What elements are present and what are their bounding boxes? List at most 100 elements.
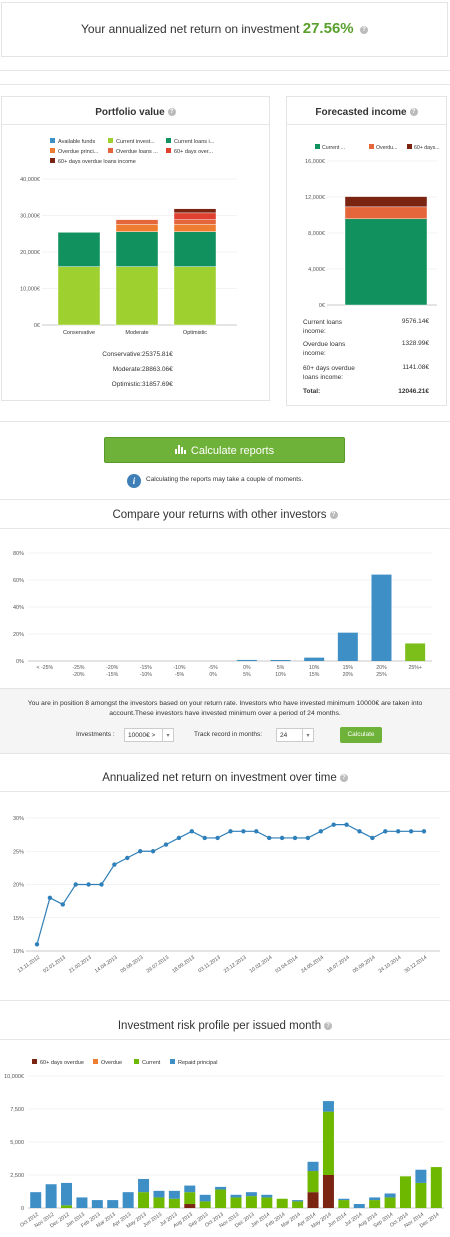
portfolio-card: Portfolio value? Available funds Current … — [1, 96, 270, 401]
bar-segment — [173, 208, 217, 214]
header-value: 27.56% — [302, 20, 354, 37]
x-tick-label: 23.12.2013 — [223, 955, 248, 975]
portfolio-chart: Available funds Current invest... Current … — [20, 138, 237, 336]
help-icon[interactable]: ? — [359, 25, 368, 34]
legend-swatch — [166, 138, 171, 143]
data-point — [215, 835, 220, 841]
calculate-button[interactable]: Calculate — [340, 727, 382, 743]
legend-swatch — [407, 144, 412, 149]
bar — [270, 660, 291, 661]
x-tick-label: 30.12.2014 — [403, 955, 428, 975]
data-point — [189, 829, 194, 834]
legend-swatch — [108, 138, 113, 143]
help-icon[interactable]: ? — [409, 108, 418, 117]
divider — [0, 421, 450, 422]
bar-segment — [307, 1192, 319, 1208]
y-tick-label: 20% — [13, 883, 24, 889]
summary-label: Conservative: — [102, 351, 142, 358]
x-tick-label: 03.04.2014 — [274, 955, 299, 975]
data-point — [228, 829, 233, 834]
divider — [0, 528, 450, 529]
forecast-total-label: Total: — [303, 388, 321, 395]
bar-segment — [91, 1200, 103, 1208]
summary-label: Moderate: — [112, 366, 142, 373]
x-tick-label: -20% — [106, 665, 118, 671]
legend-swatch — [93, 1059, 98, 1064]
legend-swatch — [108, 148, 113, 153]
x-tick-label: 24.10.2014 — [378, 955, 403, 975]
forecast-row-value: 1328.99€ — [401, 340, 429, 347]
legend-swatch — [32, 1059, 37, 1064]
legend-label: 60+ days... — [414, 145, 440, 151]
data-point — [34, 942, 40, 947]
y-tick-label: 10% — [13, 949, 24, 955]
data-point — [396, 829, 401, 834]
y-tick-label: 8,000€ — [308, 231, 325, 237]
help-icon[interactable]: ? — [324, 1021, 333, 1030]
legend-swatch — [369, 144, 374, 149]
y-tick-label: 40% — [13, 605, 24, 611]
legend-swatch — [50, 148, 55, 153]
forecast-row-label: Overdue loans income: — [303, 341, 346, 357]
bar-segment — [138, 1192, 150, 1208]
risk-title-row: Investment risk profile per issued month… — [0, 1020, 450, 1032]
calculate-reports-button[interactable]: Calculate reports — [104, 437, 345, 463]
bar-segment — [173, 224, 217, 232]
bar-segment — [384, 1193, 396, 1198]
data-point — [421, 829, 427, 834]
y-tick-label: 10,000€ — [4, 1074, 24, 1080]
bar-segment — [399, 1176, 411, 1208]
bar-segment — [430, 1167, 442, 1208]
x-tick-label: Optimistic — [183, 330, 207, 336]
data-point — [60, 902, 65, 907]
x-tick-label: 15% — [343, 665, 354, 671]
bar-segment — [292, 1200, 304, 1202]
calc-note-row: i Calculating the reports may take a cou… — [127, 474, 357, 488]
divider — [0, 84, 450, 85]
data-point — [176, 835, 182, 841]
x-tick-label: -5% — [175, 672, 185, 678]
x-tick-label: Conservative — [63, 330, 95, 336]
bar-segment — [215, 1186, 227, 1190]
investments-select[interactable]: 10000€ > ▾ — [124, 728, 174, 742]
bar-segment — [322, 1101, 334, 1112]
forecast-row-label: 60+ days overdue loans income: — [303, 365, 355, 381]
bar-segment — [184, 1192, 196, 1205]
help-icon[interactable]: ? — [339, 773, 348, 782]
y-tick-label: 4,000€ — [308, 267, 325, 273]
risk-chart: 60+ days overdue Overdue Current Repaid pri… — [4, 1059, 444, 1230]
forecast-row-label: Current loans income: — [303, 319, 343, 335]
x-tick-label: -15% — [106, 672, 118, 678]
bar — [337, 632, 358, 661]
info-icon: i — [127, 474, 141, 488]
track-select[interactable]: 24 ▾ — [276, 728, 314, 742]
bar-segment — [344, 196, 428, 208]
x-tick-label: < -25% — [37, 665, 54, 671]
x-tick-label: 5% — [243, 672, 251, 678]
bar-segment — [107, 1200, 119, 1208]
y-tick-label: 0€ — [34, 323, 40, 329]
legend-swatch — [134, 1059, 139, 1064]
data-point — [254, 829, 259, 834]
bar-segment — [245, 1192, 257, 1197]
data-point — [47, 895, 53, 900]
legend-swatch — [170, 1059, 175, 1064]
header-card: Your annualized net return on investment… — [1, 2, 448, 57]
x-tick-label: -10% — [140, 672, 152, 678]
bar-segment — [115, 219, 159, 225]
x-tick-label: 10% — [309, 665, 320, 671]
bar-segment — [199, 1201, 211, 1208]
help-icon[interactable]: ? — [167, 108, 176, 117]
summary-value: 31857.69€ — [142, 381, 173, 388]
bar-segment — [369, 1200, 381, 1208]
bar-segment — [276, 1198, 288, 1208]
x-tick-label: 05.09.2014 — [352, 955, 377, 975]
data-point — [383, 829, 388, 834]
compare-panel: You are in position 8 amongst the invest… — [0, 688, 450, 754]
bar — [371, 574, 392, 661]
data-point — [279, 835, 285, 841]
y-tick-label: 0 — [21, 1206, 24, 1212]
x-tick-label: 24.05.2014 — [300, 955, 325, 975]
data-point — [163, 842, 169, 847]
help-icon[interactable]: ? — [329, 510, 338, 519]
